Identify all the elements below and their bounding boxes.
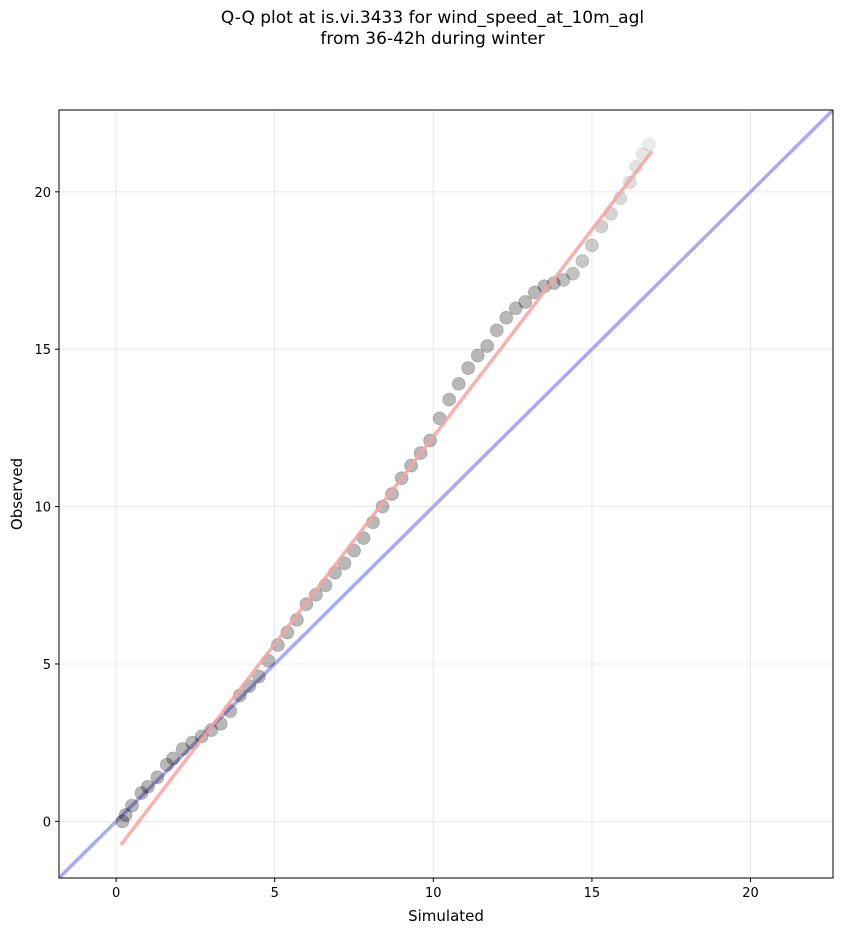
y-tick-label: 15: [34, 343, 51, 358]
y-axis: 0 5 10 15 20: [34, 186, 59, 830]
data-point: [461, 361, 476, 376]
data-point: [499, 310, 514, 325]
data-point: [451, 376, 466, 391]
data-point: [134, 786, 149, 801]
chart-title: Q-Q plot at is.vi.3433 for wind_speed_at…: [0, 8, 843, 50]
data-point: [556, 272, 571, 287]
data-point: [442, 392, 457, 407]
data-point: [527, 285, 542, 300]
reference-line: [59, 110, 833, 878]
y-tick-label: 10: [34, 501, 51, 516]
fit-line: [119, 149, 654, 847]
y-tick-label: 20: [34, 186, 51, 201]
x-tick-label: 20: [742, 886, 759, 901]
data-point: [166, 751, 181, 766]
plot-area: [59, 110, 833, 878]
data-point: [150, 770, 165, 785]
chart-title-line-2: from 36-42h during winter: [320, 29, 545, 49]
data-point: [480, 339, 495, 354]
data-point: [251, 669, 266, 684]
y-tick-label: 5: [43, 658, 51, 673]
data-point: [175, 741, 190, 756]
x-axis-label: Simulated: [408, 907, 484, 925]
chart-title-line-1: Q-Q plot at is.vi.3433 for wind_speed_at…: [220, 8, 645, 28]
x-axis: 0 5 10 15 20: [112, 878, 759, 901]
grid-lines: [59, 110, 833, 878]
data-point: [642, 137, 657, 152]
x-tick-label: 5: [271, 886, 279, 901]
x-tick-label: 0: [112, 886, 120, 901]
x-tick-label: 10: [425, 886, 442, 901]
data-point: [575, 254, 590, 269]
y-axis-label: Observed: [8, 458, 26, 530]
data-point: [118, 808, 133, 823]
data-point: [565, 266, 580, 281]
data-point: [470, 348, 485, 363]
data-point: [489, 323, 504, 338]
plot-frame: [58, 109, 834, 879]
data-point: [584, 238, 599, 253]
data-point: [159, 757, 174, 772]
x-tick-label: 15: [584, 886, 601, 901]
data-point: [115, 814, 130, 829]
data-point: [518, 295, 533, 309]
data-point: [140, 779, 155, 794]
data-point: [508, 301, 523, 316]
data-point: [124, 798, 139, 813]
y-tick-label: 0: [43, 815, 51, 830]
